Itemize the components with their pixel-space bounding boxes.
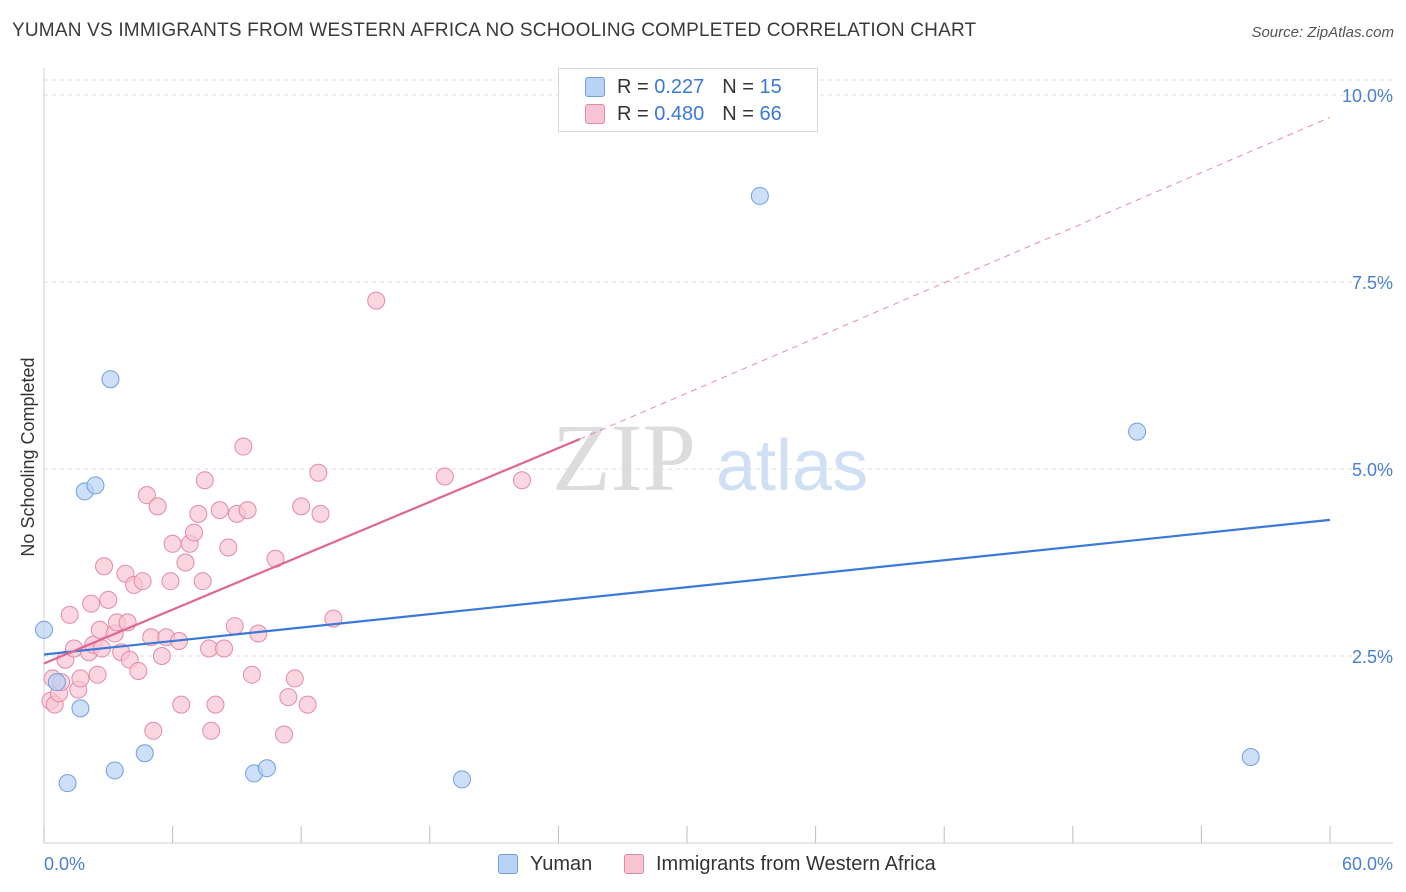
- yuman-point: [47, 673, 66, 692]
- yuman-point: [257, 759, 276, 778]
- western-africa-point: [82, 594, 101, 613]
- legend-r-label: R =: [617, 75, 649, 98]
- legend-swatch-western-africa: [585, 104, 605, 124]
- western-africa-point: [292, 497, 311, 516]
- western-africa-point: [99, 590, 118, 609]
- western-africa-point: [242, 665, 261, 684]
- western-africa-point: [193, 572, 212, 591]
- western-africa-point: [161, 572, 180, 591]
- yuman-point: [101, 370, 120, 389]
- western-africa-point: [512, 471, 531, 490]
- series-western-africa-points: [41, 291, 531, 744]
- western-africa-point: [88, 665, 107, 684]
- western-africa-point: [90, 620, 109, 639]
- western-africa-point: [95, 557, 114, 576]
- legend-n-value-yuman: 15: [759, 75, 782, 98]
- yuman-point: [58, 774, 77, 793]
- western-africa-point: [144, 721, 163, 740]
- western-africa-point: [234, 437, 253, 456]
- western-africa-point: [163, 534, 182, 553]
- western-africa-point: [137, 486, 156, 505]
- y-tick-label: 2.5%: [1352, 647, 1393, 667]
- yuman-point: [1128, 422, 1147, 441]
- bottom-legend-western-africa: Immigrants from Western Africa: [624, 851, 936, 877]
- western-africa-point: [202, 721, 221, 740]
- yuman-point: [86, 476, 105, 495]
- legend-n-label: N =: [722, 102, 754, 125]
- y-tick-label: 7.5%: [1352, 273, 1393, 293]
- western-africa-point: [129, 661, 148, 680]
- western-africa-point: [215, 639, 234, 658]
- x-tick-label: 0.0%: [44, 854, 85, 874]
- legend-n-label: N =: [722, 75, 754, 98]
- western-africa-point: [435, 467, 454, 486]
- western-africa-point: [152, 646, 171, 665]
- western-africa-point: [285, 669, 304, 688]
- western-africa-point: [238, 501, 257, 520]
- chart-title: YUMAN VS IMMIGRANTS FROM WESTERN AFRICA …: [12, 20, 977, 41]
- yuman-point: [71, 699, 90, 718]
- western-africa-point: [279, 688, 298, 707]
- legend-swatch-yuman: [585, 77, 605, 97]
- western-africa-point: [311, 504, 330, 523]
- chart-source: Source: ZipAtlas.com: [1251, 24, 1394, 41]
- western-africa-point: [210, 501, 229, 520]
- gridlines: [44, 79, 1393, 657]
- western-africa-point: [176, 553, 195, 572]
- bottom-legend-swatch-western-africa: [624, 854, 644, 874]
- bottom-legend-label-yuman: Yuman: [530, 852, 593, 875]
- trendline-western-africa-extension: [579, 116, 1331, 440]
- trendlines: [43, 116, 1331, 665]
- western-africa-point: [309, 463, 328, 482]
- axes: [43, 68, 1393, 844]
- y-tick-label: 5.0%: [1352, 460, 1393, 480]
- tick-labels: 2.5% 5.0% 7.5% 10.0% 0.0% 60.0%: [44, 86, 1393, 874]
- western-africa-point: [185, 523, 204, 542]
- watermark-atlas: atlas: [716, 426, 868, 506]
- western-africa-point: [275, 725, 294, 744]
- western-africa-point: [206, 695, 225, 714]
- yuman-point: [105, 761, 124, 780]
- legend-row-western-africa: R = 0.480 N = 66: [585, 101, 782, 127]
- trendline-western-africa: [43, 438, 581, 665]
- correlation-legend: R = 0.227 N = 15 R = 0.480 N = 66: [558, 68, 818, 132]
- western-africa-point: [200, 639, 219, 658]
- yuman-point: [135, 744, 154, 763]
- watermark-zip: ZIP: [552, 404, 696, 511]
- legend-n-value-western-africa: 66: [759, 102, 782, 125]
- yuman-point: [35, 620, 53, 639]
- yuman-point: [452, 770, 471, 789]
- legend-row-yuman: R = 0.227 N = 15: [585, 74, 782, 100]
- western-africa-point: [219, 538, 238, 557]
- western-africa-point: [225, 617, 244, 636]
- western-africa-point: [172, 695, 191, 714]
- western-africa-point: [298, 695, 317, 714]
- bottom-legend-label-western-africa: Immigrants from Western Africa: [656, 852, 936, 875]
- watermark: ZIP atlas: [552, 404, 868, 511]
- y-axis-label: No Schooling Completed: [18, 357, 38, 556]
- western-africa-point: [60, 605, 79, 624]
- western-africa-point: [133, 572, 152, 591]
- western-africa-point: [195, 471, 214, 490]
- bottom-legend-yuman: Yuman: [498, 851, 592, 877]
- western-africa-point: [148, 497, 167, 516]
- y-tick-label: 10.0%: [1342, 86, 1393, 106]
- bottom-legend-swatch-yuman: [498, 854, 518, 874]
- western-africa-point: [71, 669, 90, 688]
- x-tick-label: 60.0%: [1342, 854, 1393, 874]
- legend-r-value-western-africa: 0.480: [654, 102, 705, 125]
- western-africa-point: [367, 291, 386, 310]
- yuman-point: [750, 186, 769, 205]
- yuman-point: [1241, 747, 1260, 766]
- western-africa-point: [189, 504, 208, 523]
- legend-r-value-yuman: 0.227: [654, 75, 705, 98]
- trendline-yuman: [43, 518, 1331, 656]
- legend-r-label: R =: [617, 102, 649, 125]
- series-yuman-points: [35, 186, 1260, 793]
